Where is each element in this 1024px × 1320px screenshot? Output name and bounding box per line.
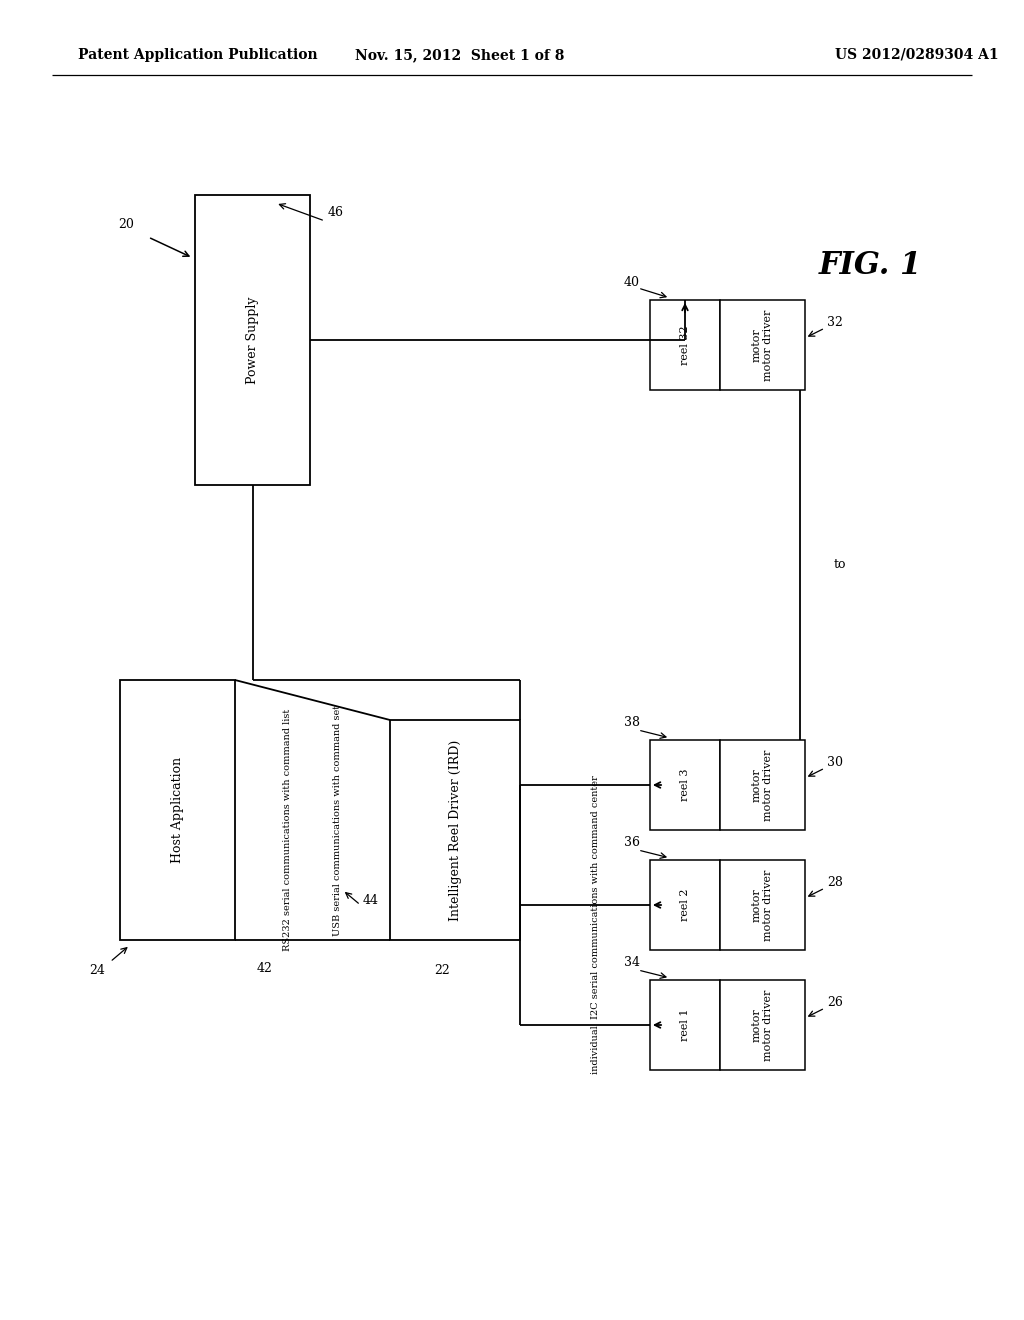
- Text: 22: 22: [434, 964, 450, 977]
- Bar: [390, 719, 520, 940]
- Text: motor
motor driver: motor motor driver: [752, 989, 773, 1061]
- Text: Host Application: Host Application: [171, 756, 184, 863]
- Bar: [650, 300, 720, 389]
- Text: reel 1: reel 1: [680, 1008, 690, 1041]
- Text: Patent Application Publication: Patent Application Publication: [78, 48, 317, 62]
- Bar: [720, 300, 805, 389]
- Text: 32: 32: [827, 315, 843, 329]
- Text: motor
motor driver: motor motor driver: [752, 870, 773, 941]
- Text: 46: 46: [328, 206, 344, 219]
- Text: Nov. 15, 2012  Sheet 1 of 8: Nov. 15, 2012 Sheet 1 of 8: [355, 48, 564, 62]
- Text: 42: 42: [257, 961, 272, 974]
- Bar: [650, 741, 720, 830]
- Text: 20: 20: [118, 219, 134, 231]
- Text: reel 3: reel 3: [680, 768, 690, 801]
- Bar: [120, 680, 234, 940]
- Text: 24: 24: [89, 964, 105, 977]
- Text: 40: 40: [624, 276, 640, 289]
- Bar: [650, 979, 720, 1071]
- Text: 26: 26: [827, 995, 843, 1008]
- Text: motor
motor driver: motor motor driver: [752, 750, 773, 821]
- Bar: [720, 861, 805, 950]
- Text: 28: 28: [827, 875, 843, 888]
- Text: reel 32: reel 32: [680, 325, 690, 364]
- Text: individual  I2C serial communications with command center: individual I2C serial communications wit…: [591, 776, 599, 1074]
- Text: 38: 38: [624, 715, 640, 729]
- Bar: [195, 195, 310, 484]
- Text: RS232 serial communications with command list: RS232 serial communications with command…: [283, 709, 292, 952]
- Bar: [650, 861, 720, 950]
- Text: US 2012/0289304 A1: US 2012/0289304 A1: [835, 48, 998, 62]
- Text: 30: 30: [827, 755, 843, 768]
- Text: USB serial communications with command set: USB serial communications with command s…: [333, 705, 342, 936]
- Text: FIG. 1: FIG. 1: [818, 249, 922, 281]
- Text: Intelligent Reel Driver (IRD): Intelligent Reel Driver (IRD): [449, 739, 462, 920]
- Text: Power Supply: Power Supply: [246, 296, 259, 384]
- Text: motor
motor driver: motor motor driver: [752, 309, 773, 380]
- Bar: [720, 741, 805, 830]
- Text: to: to: [834, 558, 846, 572]
- Bar: [720, 979, 805, 1071]
- Text: reel 2: reel 2: [680, 888, 690, 921]
- Text: 36: 36: [624, 836, 640, 849]
- Text: 34: 34: [624, 956, 640, 969]
- Text: 44: 44: [362, 894, 379, 907]
